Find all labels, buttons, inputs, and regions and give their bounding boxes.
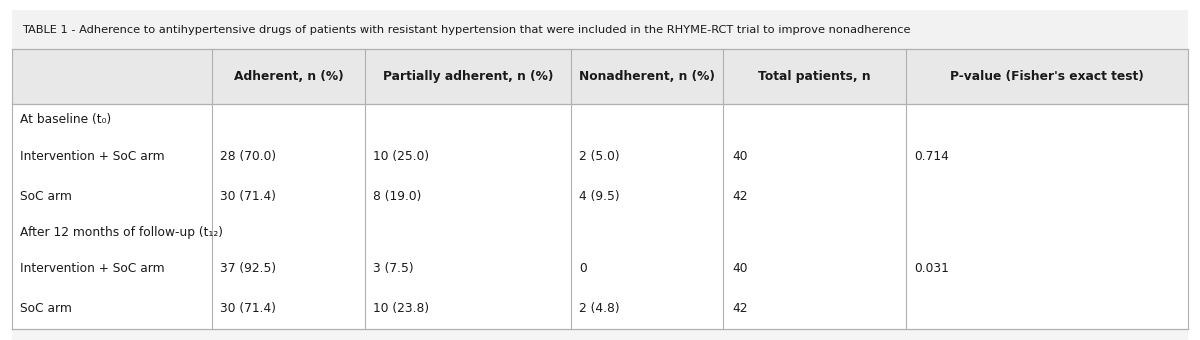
Text: 2 (5.0): 2 (5.0)	[580, 150, 619, 163]
Bar	[12, 216, 1188, 249]
Text: At baseline (t₀): At baseline (t₀)	[20, 113, 112, 126]
Text: Adherent, n (%): Adherent, n (%)	[234, 70, 343, 83]
Text: After 12 months of follow-up (t₁₂): After 12 months of follow-up (t₁₂)	[20, 226, 223, 239]
Text: 42: 42	[732, 302, 748, 315]
Text: 10 (23.8): 10 (23.8)	[373, 302, 430, 315]
Bar	[12, 49, 1188, 104]
Text: SoC arm: SoC arm	[20, 302, 72, 315]
Text: 42: 42	[732, 190, 748, 203]
Text: TABLE 1 - Adherence to antihypertensive drugs of patients with resistant hyperte: TABLE 1 - Adherence to antihypertensive …	[22, 25, 910, 35]
Text: Intervention + SoC arm: Intervention + SoC arm	[20, 150, 166, 163]
Text: 3 (7.5): 3 (7.5)	[373, 262, 414, 275]
Bar	[12, 136, 1188, 176]
Bar	[12, 329, 1188, 340]
Text: 28 (70.0): 28 (70.0)	[221, 150, 276, 163]
Text: 10 (25.0): 10 (25.0)	[373, 150, 430, 163]
Text: Intervention + SoC arm: Intervention + SoC arm	[20, 262, 166, 275]
Bar	[12, 10, 1188, 49]
Bar	[12, 176, 1188, 216]
Bar	[12, 289, 1188, 329]
Text: Total patients, n: Total patients, n	[758, 70, 871, 83]
Bar	[12, 104, 1188, 136]
Text: 4 (9.5): 4 (9.5)	[580, 190, 619, 203]
Text: Nonadherent, n (%): Nonadherent, n (%)	[580, 70, 715, 83]
Text: 30 (71.4): 30 (71.4)	[221, 190, 276, 203]
Text: 30 (71.4): 30 (71.4)	[221, 302, 276, 315]
Bar	[12, 249, 1188, 289]
Text: 2 (4.8): 2 (4.8)	[580, 302, 619, 315]
Text: P-value (Fisher's exact test): P-value (Fisher's exact test)	[950, 70, 1144, 83]
Text: Partially adherent, n (%): Partially adherent, n (%)	[383, 70, 553, 83]
Text: 0.031: 0.031	[914, 262, 949, 275]
Text: 40: 40	[732, 150, 748, 163]
Text: 0: 0	[580, 262, 587, 275]
Text: 0.714: 0.714	[914, 150, 949, 163]
Text: 37 (92.5): 37 (92.5)	[221, 262, 276, 275]
Text: 40: 40	[732, 262, 748, 275]
Text: 8 (19.0): 8 (19.0)	[373, 190, 421, 203]
Text: SoC arm: SoC arm	[20, 190, 72, 203]
